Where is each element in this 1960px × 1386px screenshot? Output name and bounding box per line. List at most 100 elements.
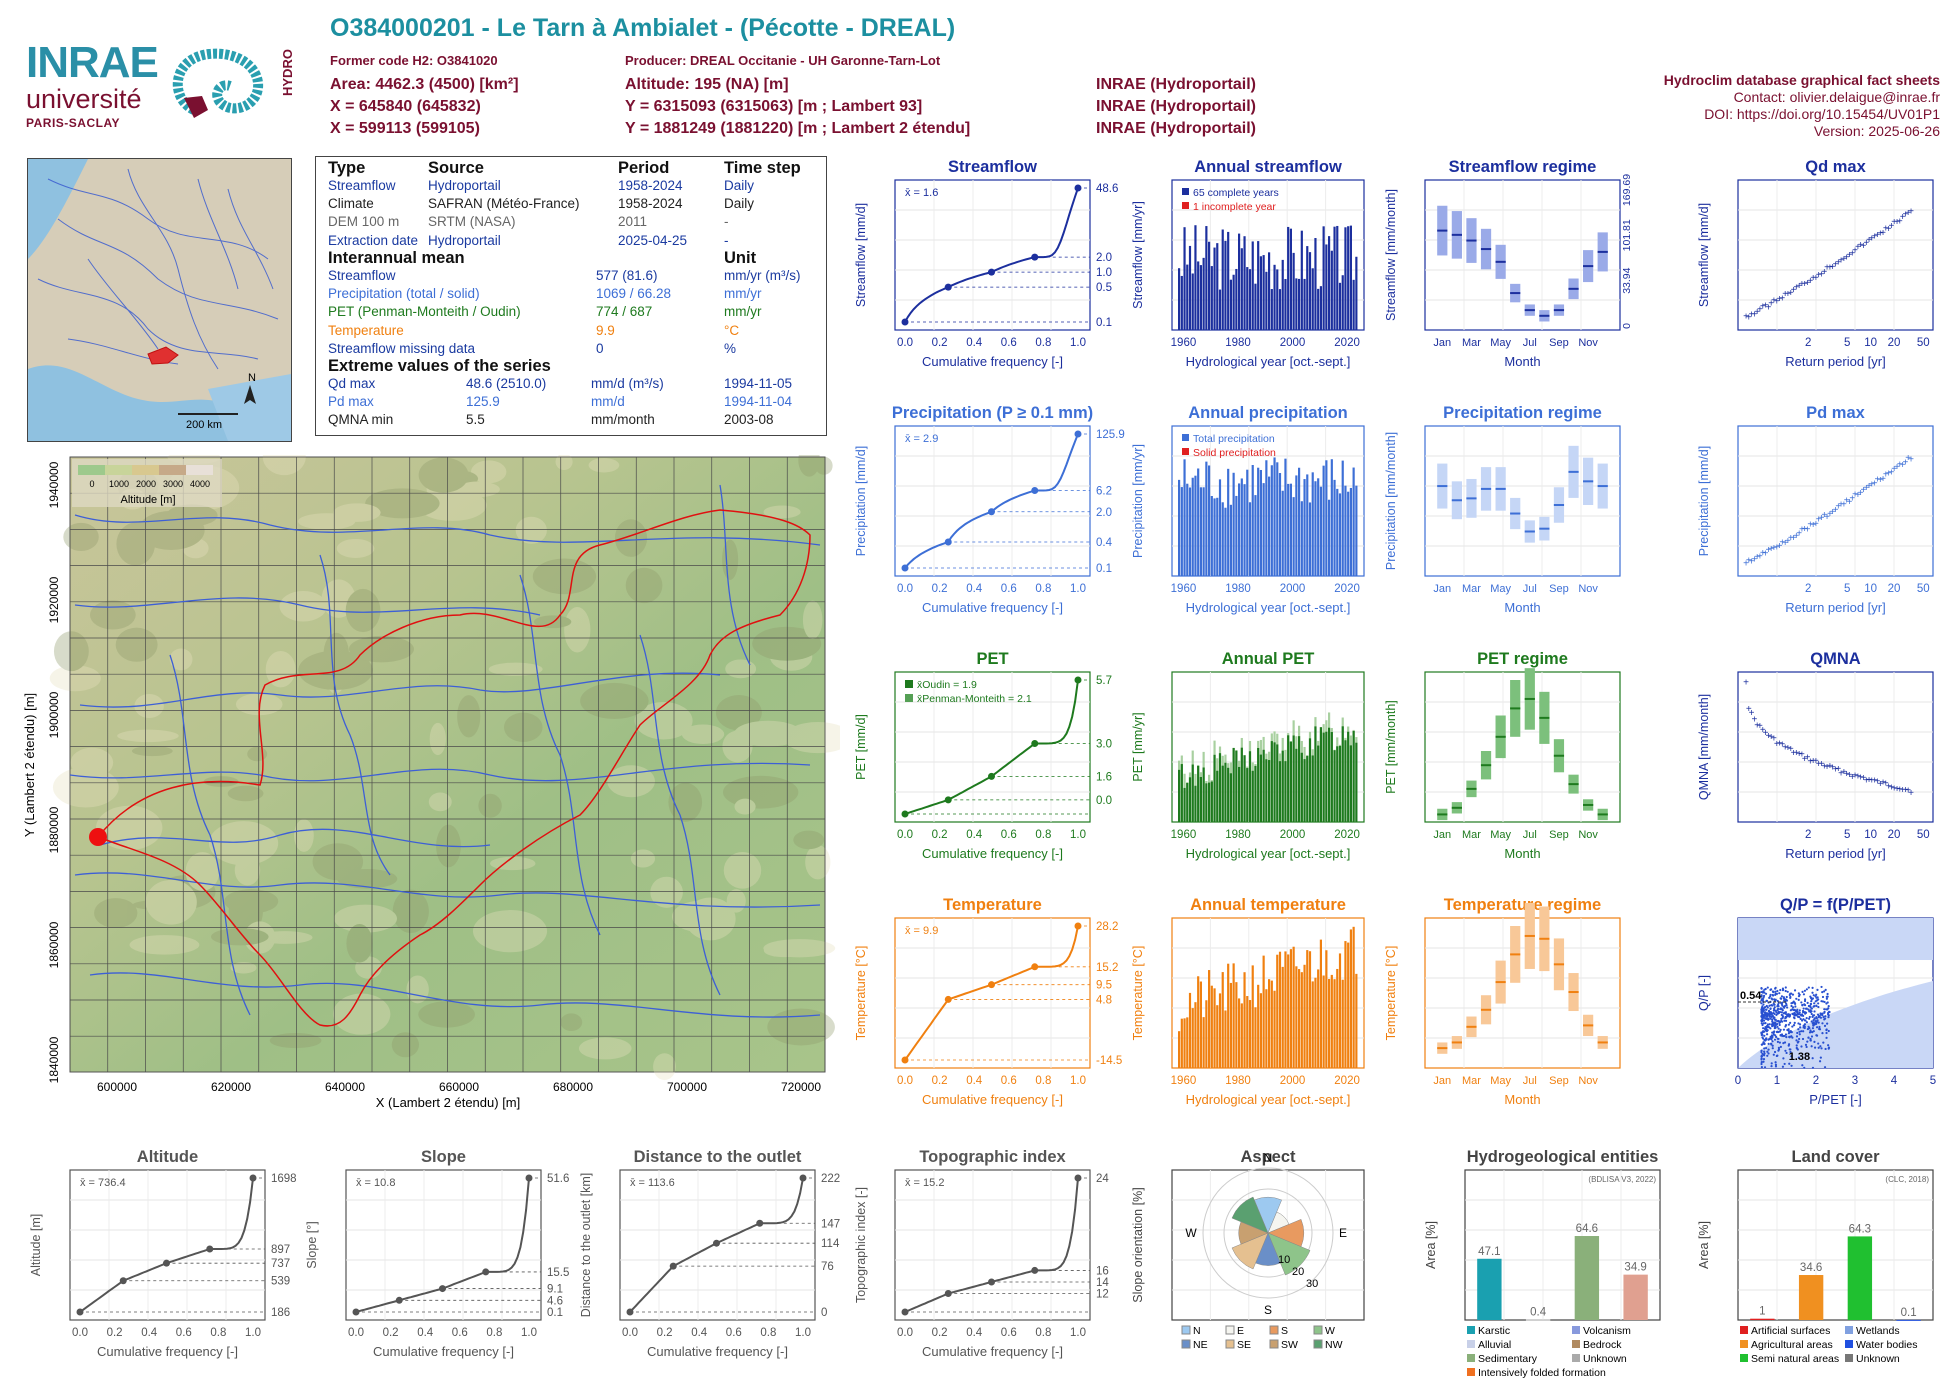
qp-point — [1779, 1033, 1782, 1037]
annual_streamflow-bar — [1216, 243, 1219, 330]
pet_regime-xtick: Mar — [1462, 829, 1481, 841]
qp-point — [1805, 1021, 1808, 1024]
qp-point — [1772, 1053, 1775, 1056]
map-ylabel: Y (Lambert 2 étendu) [m] — [22, 693, 37, 837]
land_cover-bar — [1750, 1318, 1775, 1320]
qp-point — [1769, 1017, 1772, 1020]
annual_streamflow-bar — [1273, 264, 1276, 330]
basin-map-svg: 0 1000 2000 3000 4000 Altitude [m] 600000 620… — [22, 438, 853, 1110]
pd_max-point: + — [1751, 555, 1757, 566]
annual_pet-bar — [1317, 745, 1320, 822]
qmna-point: + — [1872, 776, 1878, 787]
qmna-point: + — [1760, 725, 1766, 736]
annual_temp-bar — [1227, 963, 1230, 1068]
precip_cdf-xtick: 0.2 — [932, 583, 948, 595]
qp-point — [1763, 1030, 1766, 1033]
qp-point — [1788, 1062, 1791, 1065]
pd_max-point: + — [1844, 496, 1850, 507]
qp-point — [1824, 1015, 1827, 1018]
qp-point — [1801, 1004, 1804, 1007]
qd_max-point: + — [1889, 221, 1895, 232]
relief-patch — [131, 745, 173, 757]
relief-patch — [210, 928, 269, 946]
annual_streamflow-bar — [1221, 229, 1224, 330]
land_cover-bar — [1896, 1319, 1921, 1321]
annual_pet-bar — [1276, 744, 1279, 822]
qmna-point: + — [1877, 779, 1883, 790]
altitude_cdf-right-tick: 737 — [271, 1258, 290, 1270]
annual_precip-bar — [1300, 501, 1303, 576]
info-row: Hydroportail — [428, 178, 501, 193]
qp-point — [1771, 993, 1774, 997]
annual_streamflow-bar — [1281, 259, 1284, 330]
aspect-ring — [1202, 1167, 1334, 1299]
qd_max-point: + — [1897, 217, 1903, 228]
relief-patch — [560, 1013, 583, 1032]
annual_pet-bar — [1273, 742, 1276, 822]
slope_cdf-point — [395, 1296, 403, 1304]
qp-point — [1809, 1039, 1812, 1042]
qd_max-point: + — [1757, 305, 1763, 316]
qp-point — [1775, 1013, 1778, 1017]
qp-point — [1762, 994, 1766, 998]
annual_pet-bar — [1281, 750, 1284, 822]
annual_streamflow-bar — [1199, 265, 1202, 330]
qd_max-point: + — [1830, 262, 1836, 273]
temp_cdf-point — [901, 1056, 909, 1064]
qp-point — [1766, 1054, 1769, 1057]
qp-point — [1794, 1002, 1797, 1005]
topo_cdf-right-tick: 16 — [1096, 1265, 1109, 1277]
annual_streamflow-bar — [1317, 288, 1320, 330]
altitude_cdf-xtick: 0.2 — [107, 1327, 123, 1339]
annual_temp-bar — [1221, 972, 1224, 1068]
annual_temp-bar — [1311, 981, 1314, 1068]
qp-point — [1815, 1034, 1819, 1037]
pd_max-point: + — [1746, 556, 1752, 567]
aspect-legend: NE — [1193, 1339, 1208, 1351]
qp-point — [1762, 1010, 1765, 1013]
annual_temp-xtick: 1960 — [1171, 1075, 1197, 1087]
annual_streamflow-bar — [1254, 283, 1257, 330]
qp-point — [1760, 1007, 1764, 1011]
streamflow_cdf-right-tick: 0.5 — [1096, 282, 1112, 294]
qmna-point: + — [1824, 762, 1830, 773]
streamflow_cdf-right-tick: 1.0 — [1096, 267, 1112, 279]
qmna-point: + — [1816, 759, 1822, 770]
annual_streamflow-bar — [1330, 250, 1333, 330]
annual_streamflow-bar — [1210, 266, 1213, 330]
qp-point — [1771, 1014, 1775, 1018]
pd_max-point: + — [1883, 469, 1889, 480]
temp_cdf-xtick: 0.6 — [1001, 1075, 1017, 1087]
qp-point — [1764, 1029, 1767, 1032]
annual_precip-legend-swatch — [1182, 448, 1189, 455]
annual_temp-bar — [1178, 1031, 1181, 1068]
aspect-legend-swatch — [1225, 1325, 1235, 1335]
pd_max-point: + — [1774, 543, 1780, 554]
qp-point — [1794, 1005, 1797, 1008]
qp-point — [1763, 1038, 1766, 1042]
qp-point — [1802, 993, 1806, 996]
altitude_cdf-xtick: 0.0 — [72, 1327, 88, 1339]
qp-point — [1769, 995, 1772, 998]
doi-link[interactable]: DOI: https://doi.org/10.15454/UV01P1 — [1704, 106, 1940, 122]
topo_cdf-xtick: 0.6 — [1001, 1327, 1017, 1339]
hydrogeology-legend: Unknown — [1583, 1353, 1627, 1365]
annual_streamflow-bar — [1300, 230, 1303, 330]
hydrogeology-legend: Alluvial — [1478, 1339, 1511, 1351]
paris-saclay-logo: PARIS-SACLAY — [26, 116, 121, 130]
qmna-point: + — [1900, 785, 1906, 796]
land_cover-source: (CLC, 2018) — [1885, 1175, 1929, 1184]
annual_pet-bar — [1235, 750, 1238, 822]
annual_streamflow-bar — [1333, 226, 1336, 330]
qp-point — [1765, 1008, 1768, 1011]
relief-patch — [129, 935, 200, 955]
annual_precip-bar — [1235, 495, 1238, 576]
hydrogeology-bar — [1574, 1236, 1600, 1320]
qp-point — [1819, 1056, 1822, 1059]
annual_temp-bar — [1202, 1017, 1205, 1068]
annual_streamflow-bar — [1352, 279, 1355, 330]
annual_temp-bar — [1216, 1005, 1219, 1068]
qd_max-point: + — [1816, 270, 1822, 281]
pet_regime-chart: PET regime Month PET [mm/month] Jan Mar May Ju… — [1384, 650, 1621, 861]
